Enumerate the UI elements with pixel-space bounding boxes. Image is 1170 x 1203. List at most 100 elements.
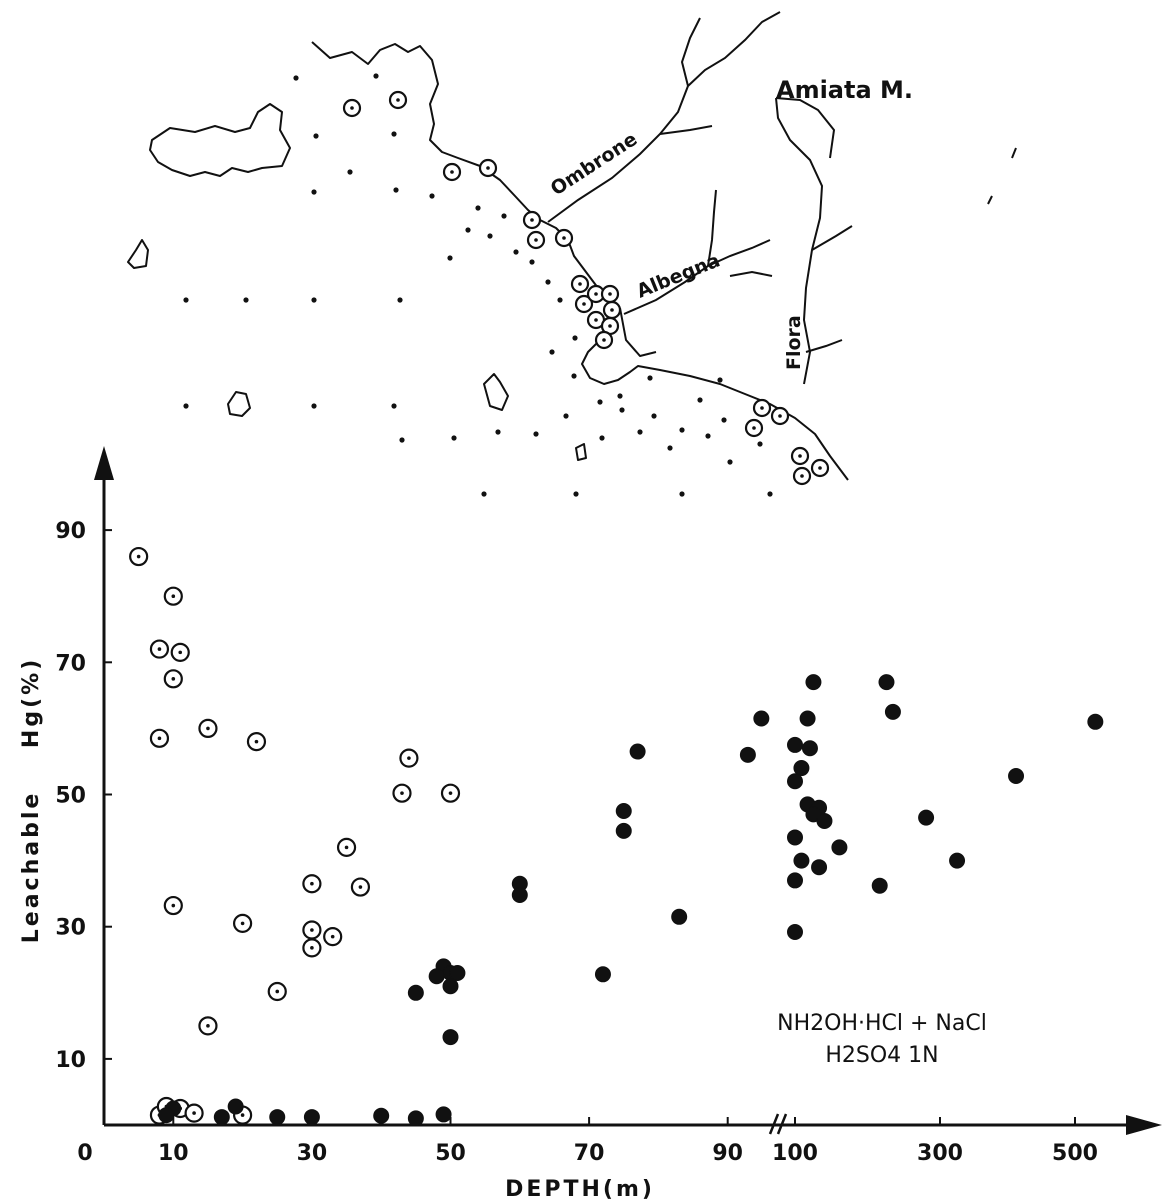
map-station-dot xyxy=(651,413,657,419)
filled-point xyxy=(615,822,632,839)
label-albegna: Albegna xyxy=(634,249,724,302)
open-point-center xyxy=(344,845,349,850)
filled-point xyxy=(884,703,901,720)
map-station-dot xyxy=(705,433,711,439)
open-point-center xyxy=(310,881,314,886)
x-axis-break xyxy=(768,1113,788,1135)
filled-point xyxy=(269,1109,286,1126)
map-station-ring-center xyxy=(608,292,612,296)
filled-point xyxy=(227,1098,244,1115)
map-station-dot xyxy=(563,413,569,419)
map-station-dot xyxy=(545,279,551,285)
y-tick-label: 50 xyxy=(55,784,86,809)
filled-point xyxy=(871,877,888,894)
river-ombrone xyxy=(547,11,781,223)
filled-point xyxy=(787,829,803,846)
map-station-dot xyxy=(697,397,703,403)
filled-point xyxy=(878,674,895,691)
filled-point xyxy=(442,1029,459,1046)
filled-point xyxy=(805,674,822,691)
x-tick-label: 500 xyxy=(1052,1141,1098,1166)
map-station-dot xyxy=(767,491,773,497)
open-point-center xyxy=(358,885,363,889)
island-elba xyxy=(149,103,291,177)
annotation: NH2OH·HCl + NaCl H2SO4 1N xyxy=(777,1011,987,1068)
map-station-dot xyxy=(571,373,577,379)
map-station-dot xyxy=(757,441,763,447)
filled-point xyxy=(1087,713,1104,730)
map-station-dot xyxy=(447,255,453,261)
x-tick-label: 50 xyxy=(435,1141,466,1166)
argentario-tombolo xyxy=(619,307,657,357)
open-point-center xyxy=(171,594,176,598)
open-point-center xyxy=(330,934,335,939)
open-point-center xyxy=(310,946,314,950)
map-station-dot xyxy=(617,393,623,399)
river-fiora-branch-3 xyxy=(805,339,843,353)
map-station-dot xyxy=(637,429,643,435)
filled-point xyxy=(407,1110,424,1127)
map-station-ring-center xyxy=(530,218,534,222)
river-fiora xyxy=(775,97,824,385)
x-tick-label: 70 xyxy=(574,1141,605,1166)
map-station-dot xyxy=(721,417,727,423)
tick-labels: 10 30 50 70 90 0 10 30 50 70 90 100 300 500 xyxy=(55,519,1098,1166)
map-station-dot xyxy=(399,437,405,443)
filled-point xyxy=(373,1107,390,1124)
filled-point xyxy=(799,710,816,727)
filled-point xyxy=(787,872,803,889)
filled-point xyxy=(793,852,810,869)
map-station-dot xyxy=(465,227,471,233)
map-station-ring-center xyxy=(396,98,400,102)
filled-point xyxy=(753,710,770,727)
map-station-dot xyxy=(243,297,249,303)
map-station-dot xyxy=(717,377,723,383)
map-station-dot xyxy=(475,205,481,211)
filled-point xyxy=(816,812,833,829)
map-station-ring-center xyxy=(582,302,586,306)
map-station-dot xyxy=(667,445,673,451)
x-tick-label: 10 xyxy=(158,1141,189,1166)
map-station-dot xyxy=(619,407,625,413)
label-flora: Flora xyxy=(783,315,805,370)
map-station-dot xyxy=(557,297,563,303)
map-station-ring-center xyxy=(798,454,802,458)
mainland-coastline xyxy=(311,41,849,481)
filled-point xyxy=(428,968,445,985)
filled-point xyxy=(831,839,848,856)
map-station-ring-center xyxy=(486,166,490,170)
filled-point xyxy=(407,984,424,1001)
map-stations xyxy=(183,73,830,497)
map-station-ring-center xyxy=(778,414,782,418)
island-giglio xyxy=(483,373,509,411)
x-tick-label: 90 xyxy=(712,1141,743,1166)
filled-point xyxy=(801,740,818,757)
map-station-ring-center xyxy=(818,466,822,470)
y-tick-label: 30 xyxy=(55,916,86,941)
filled-point xyxy=(303,1109,320,1126)
open-point-center xyxy=(136,554,141,559)
map-edge-mark xyxy=(987,147,1017,205)
map-station-dot xyxy=(647,375,653,381)
map-station-dot xyxy=(599,435,605,441)
filled-point xyxy=(615,803,632,820)
map-station-dot xyxy=(451,435,457,441)
map-station-dot xyxy=(183,297,189,303)
river-fiora-branch xyxy=(811,225,853,251)
island-pianosa xyxy=(127,239,149,269)
map-station-dot xyxy=(311,189,317,195)
map-station-dot xyxy=(549,349,555,355)
open-point-center xyxy=(310,928,314,932)
filled-point xyxy=(739,746,756,763)
map-station-dot xyxy=(481,491,487,497)
river-albegna-branch-2 xyxy=(729,270,773,277)
map-station-dot xyxy=(573,491,579,497)
filled-point xyxy=(435,1106,452,1123)
map-station-dot xyxy=(533,431,539,437)
annotation-line-1: NH2OH·HCl + NaCl xyxy=(777,1011,987,1036)
x-axis-title: DEPTH(m) xyxy=(505,1177,655,1202)
map-station-ring-center xyxy=(594,292,598,296)
map-station-ring-center xyxy=(800,474,804,478)
